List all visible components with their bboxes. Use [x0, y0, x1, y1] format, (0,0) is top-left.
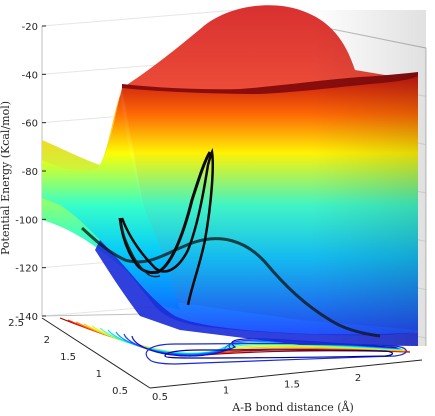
z-tick-label: -60 [22, 119, 38, 130]
z-tick-label: -120 [15, 264, 38, 275]
x-axis-ticks: 0.5 1 1.5 2 [149, 359, 423, 403]
y-axis-line [41, 317, 151, 389]
surface-shading [42, 10, 426, 346]
z-tick-label: -20 [22, 22, 38, 33]
y-tick-label: 1.5 [60, 352, 76, 363]
energy-surface [42, 5, 426, 346]
trajectory [80, 147, 381, 338]
x-tick-label: 0.5 [152, 392, 168, 403]
y-axis-ticks: 0.5 1 1.5 2 2.5 [8, 317, 151, 397]
y-tick-label: 0.5 [112, 386, 128, 397]
trajectory-shadow-curve [80, 226, 381, 338]
z-tick-label: -80 [22, 167, 38, 178]
x-axis-label: A-B bond distance (Å) [231, 400, 354, 414]
x-tick-label: 1.5 [284, 379, 300, 390]
x-axis-line [149, 359, 423, 389]
x-tick-label: 1 [223, 386, 229, 397]
y-tick-label: 1 [96, 369, 102, 380]
x-tick-label: 2 [355, 373, 361, 384]
trajectory-loop-right [120, 147, 214, 306]
z-tick-label: -40 [22, 70, 38, 81]
trajectory-loop-left [118, 151, 212, 274]
y-tick-label: 2.5 [8, 318, 24, 329]
z-axis-label: Potential Energy (Kcal/mol) [0, 101, 12, 255]
z-tick-label: -100 [15, 215, 38, 226]
trajectory-inner-line [119, 221, 161, 278]
z-axis-ticks: -20 -40 -60 -80 -100 -120 -140 [15, 22, 46, 323]
contour-line [164, 349, 394, 359]
y-tick-label: 2 [44, 335, 50, 346]
z-tick-label: -140 [15, 312, 38, 323]
